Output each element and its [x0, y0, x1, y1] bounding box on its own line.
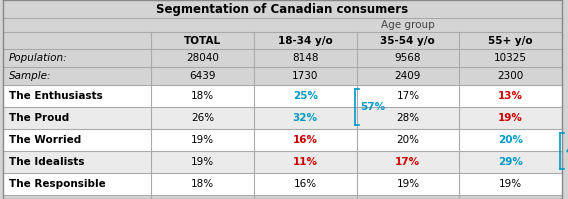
Bar — [3, 49, 562, 67]
Text: 55+ y/o: 55+ y/o — [488, 35, 533, 46]
Bar — [3, 67, 562, 85]
Text: 9568: 9568 — [395, 53, 421, 63]
Text: 18%: 18% — [191, 179, 214, 189]
Text: 19%: 19% — [191, 157, 214, 167]
Bar — [3, 85, 562, 107]
Bar — [3, 18, 562, 49]
Text: 16%: 16% — [294, 179, 317, 189]
Text: Segmentation of Canadian consumers: Segmentation of Canadian consumers — [156, 3, 408, 16]
Text: 19%: 19% — [498, 113, 523, 123]
Text: 10325: 10325 — [494, 53, 527, 63]
Bar — [3, 151, 562, 173]
Bar — [3, 0, 562, 18]
Text: 57%: 57% — [361, 102, 386, 112]
Text: 19%: 19% — [499, 179, 522, 189]
Bar — [3, 107, 562, 129]
Text: 1730: 1730 — [292, 71, 318, 81]
Text: 2300: 2300 — [498, 71, 524, 81]
Text: 2409: 2409 — [395, 71, 421, 81]
Text: Age group: Age group — [381, 20, 435, 30]
Text: Population:: Population: — [9, 53, 68, 63]
Text: 17%: 17% — [395, 157, 420, 167]
Text: The Proud: The Proud — [9, 113, 69, 123]
Text: 32%: 32% — [293, 113, 318, 123]
Text: Sample:: Sample: — [9, 71, 52, 81]
Text: 18%: 18% — [191, 91, 214, 101]
Text: 20%: 20% — [498, 135, 523, 145]
Text: 11%: 11% — [293, 157, 318, 167]
Text: 28040: 28040 — [186, 53, 219, 63]
Text: 8148: 8148 — [292, 53, 319, 63]
Text: TOTAL: TOTAL — [184, 35, 221, 46]
Text: The Worried: The Worried — [9, 135, 81, 145]
Text: 20%: 20% — [396, 135, 419, 145]
Text: 6439: 6439 — [189, 71, 216, 81]
Text: The Enthusiasts: The Enthusiasts — [9, 91, 103, 101]
Text: 28%: 28% — [396, 113, 419, 123]
Text: 17%: 17% — [396, 91, 419, 101]
Bar — [3, 173, 562, 195]
Text: 49%: 49% — [566, 146, 568, 156]
Text: 19%: 19% — [191, 135, 214, 145]
Text: 18-34 y/o: 18-34 y/o — [278, 35, 332, 46]
Text: 35-54 y/o: 35-54 y/o — [381, 35, 435, 46]
Text: 16%: 16% — [293, 135, 318, 145]
Bar — [3, 129, 562, 151]
Text: 26%: 26% — [191, 113, 214, 123]
Text: 13%: 13% — [498, 91, 523, 101]
Text: The Idealists: The Idealists — [9, 157, 85, 167]
Text: The Responsible: The Responsible — [9, 179, 106, 189]
Text: 19%: 19% — [396, 179, 419, 189]
Text: 29%: 29% — [498, 157, 523, 167]
Text: 25%: 25% — [293, 91, 318, 101]
